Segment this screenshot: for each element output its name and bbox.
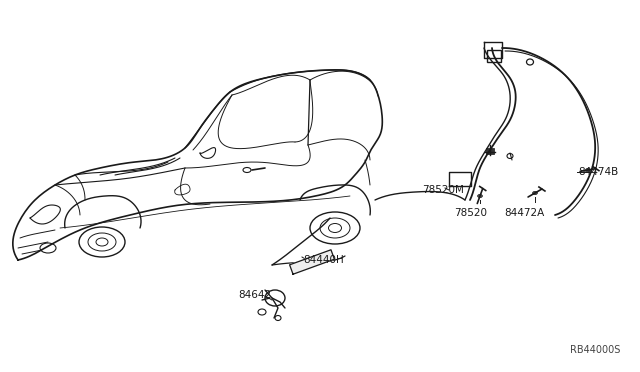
Text: 84440H: 84440H [303,255,344,265]
Ellipse shape [532,192,538,195]
FancyBboxPatch shape [486,148,493,154]
Text: 78520M: 78520M [422,185,464,195]
Ellipse shape [586,169,590,171]
Polygon shape [290,250,334,274]
Text: RB44000S: RB44000S [570,345,620,355]
Ellipse shape [477,195,483,198]
Text: 78520: 78520 [454,208,488,218]
Text: 84642: 84642 [238,290,271,300]
Text: 84474B: 84474B [578,167,618,177]
Text: 84472A: 84472A [504,208,544,218]
